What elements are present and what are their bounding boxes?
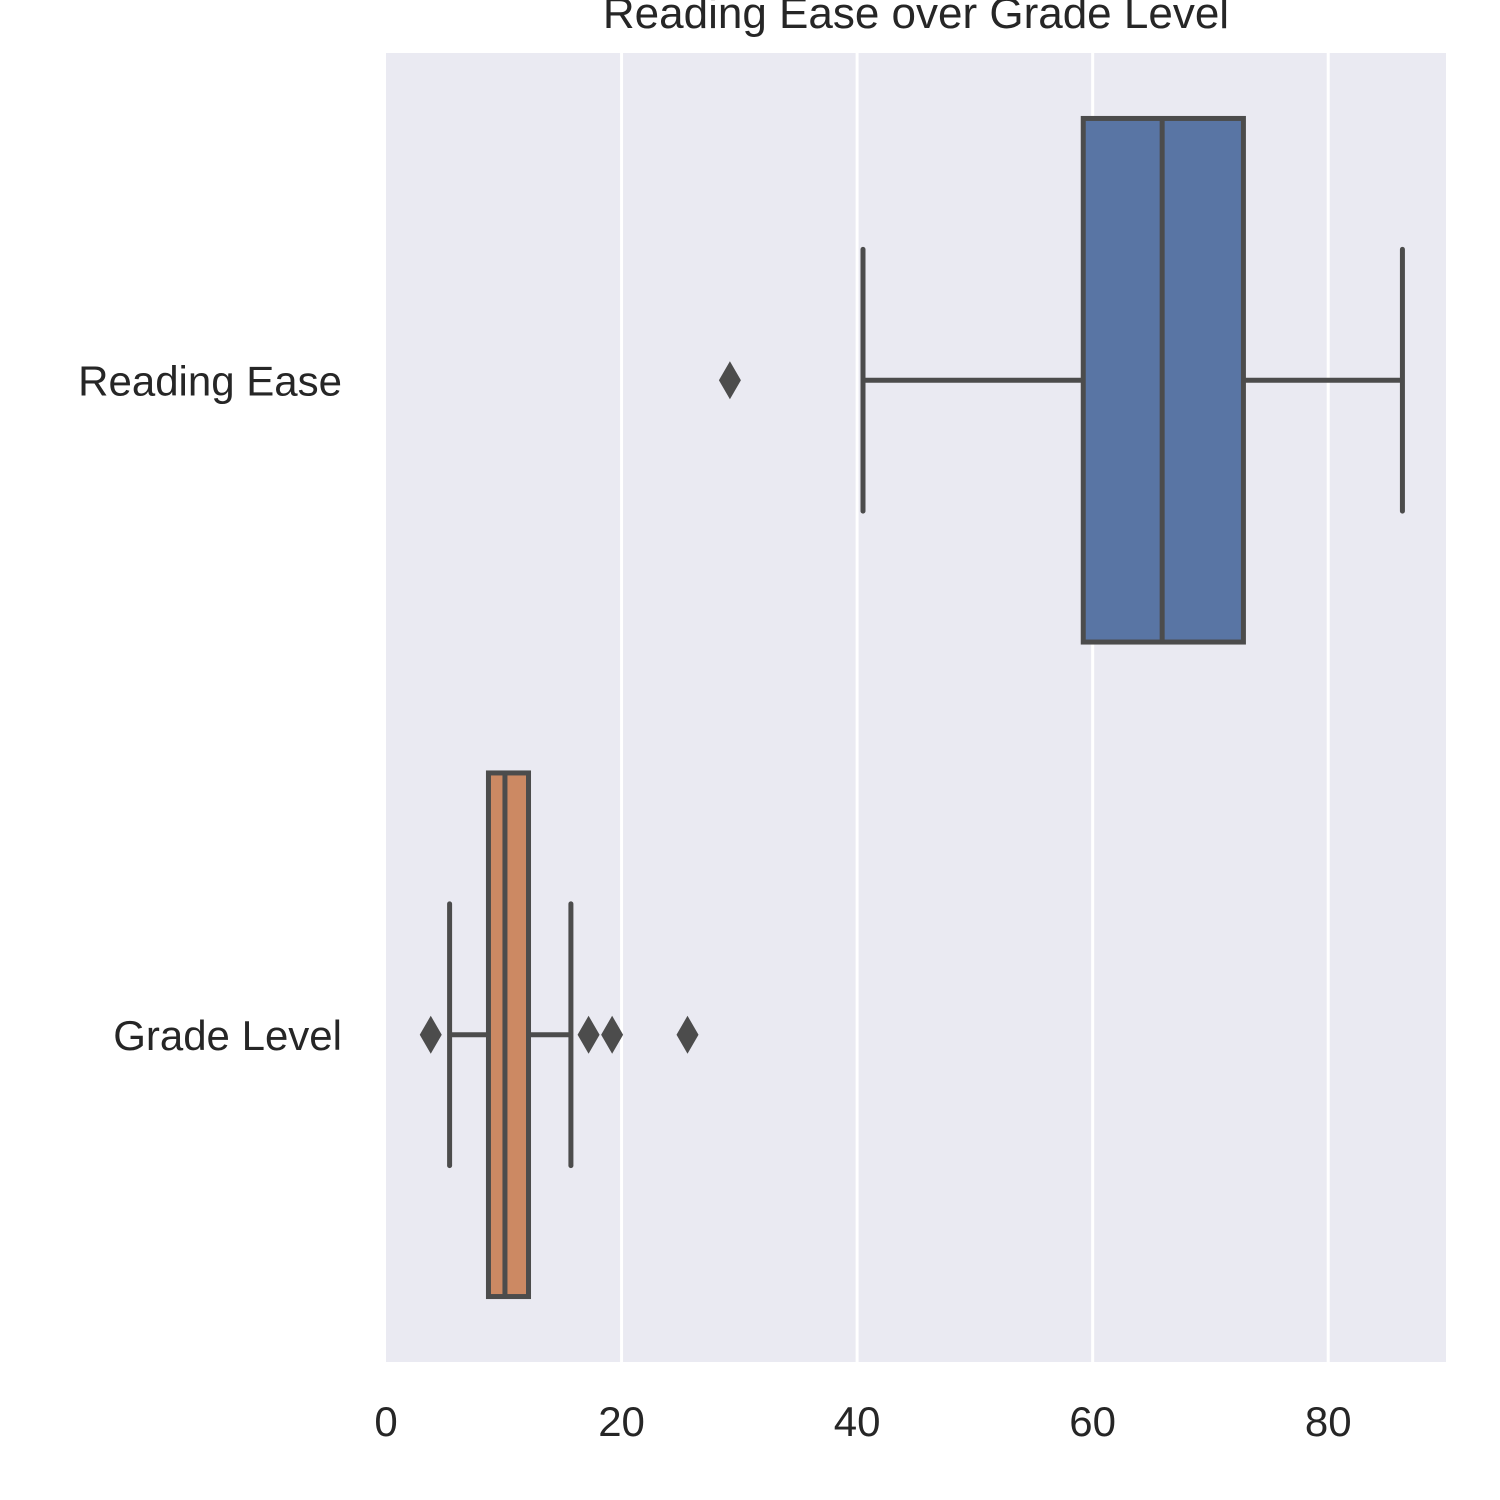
outlier-point xyxy=(577,1015,600,1054)
x-tick-label: 60 xyxy=(1069,1398,1116,1445)
axis-ticks: 0 20 40 60 80 Reading Ease Grade Level xyxy=(78,357,1351,1445)
x-tick-label: 20 xyxy=(598,1398,645,1445)
y-tick-label: Grade Level xyxy=(113,1012,342,1059)
box-group xyxy=(718,115,1405,645)
plot-area xyxy=(386,53,1446,1362)
box-group xyxy=(419,770,699,1300)
x-tick-label: 0 xyxy=(374,1398,397,1445)
outlier-point xyxy=(676,1015,699,1054)
outlier-point xyxy=(419,1015,442,1054)
outlier-point xyxy=(601,1015,624,1054)
x-tick-label: 40 xyxy=(834,1398,881,1445)
boxes-layer xyxy=(419,115,1405,1300)
y-tick-label: Reading Ease xyxy=(78,357,342,404)
outlier-point xyxy=(718,361,741,400)
chart-title: Reading Ease over Grade Level xyxy=(603,0,1229,38)
box-iqr xyxy=(485,770,532,1300)
x-tick-label: 80 xyxy=(1305,1398,1352,1445)
